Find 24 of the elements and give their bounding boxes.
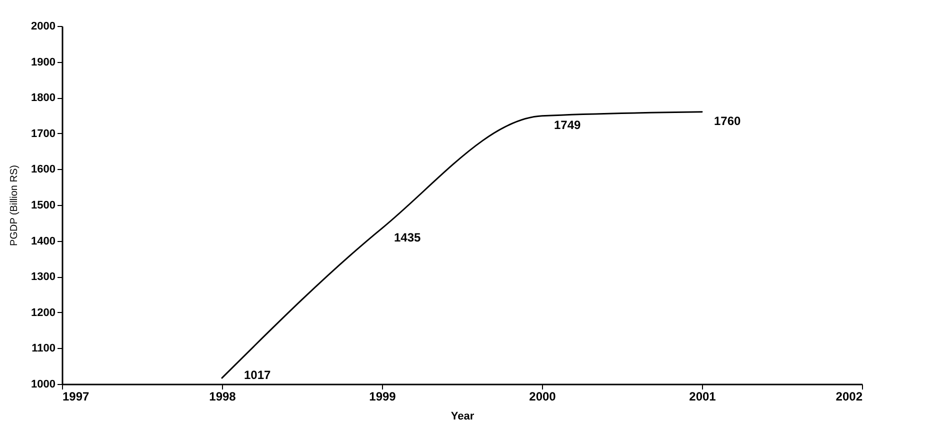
x-axis-title: Year <box>450 410 475 422</box>
y-tick-label: 1100 <box>32 342 56 355</box>
y-tick-label: 1800 <box>31 92 56 104</box>
y-tick-label: 2000 <box>31 20 56 32</box>
y-axis-title: PGDP (Billion RS) <box>9 165 20 246</box>
x-tick-label: 1999 <box>369 390 396 404</box>
y-tick-label: 1000 <box>31 378 56 390</box>
x-tick-label: 1997 <box>62 390 90 404</box>
x-tick-label: 2000 <box>529 390 556 404</box>
x-tick-label: 1998 <box>209 390 236 404</box>
y-tick-label: 1400 <box>31 235 56 248</box>
x-tick-label: 2001 <box>689 390 716 404</box>
x-tick-label: 2002 <box>836 390 863 404</box>
data-label: 1017 <box>244 368 272 382</box>
data-label: 1749 <box>554 118 582 132</box>
y-tick-label: 1300 <box>31 271 56 284</box>
line-series <box>221 111 703 379</box>
y-tick-label: 1200 <box>31 306 56 319</box>
y-tick-label: 1600 <box>31 164 56 176</box>
data-label: 1760 <box>714 114 742 128</box>
y-tick-label: 1500 <box>31 200 56 212</box>
y-tick-label: 1900 <box>31 56 56 68</box>
data-label: 1435 <box>394 230 422 244</box>
y-tick-label: 1700 <box>31 128 56 140</box>
